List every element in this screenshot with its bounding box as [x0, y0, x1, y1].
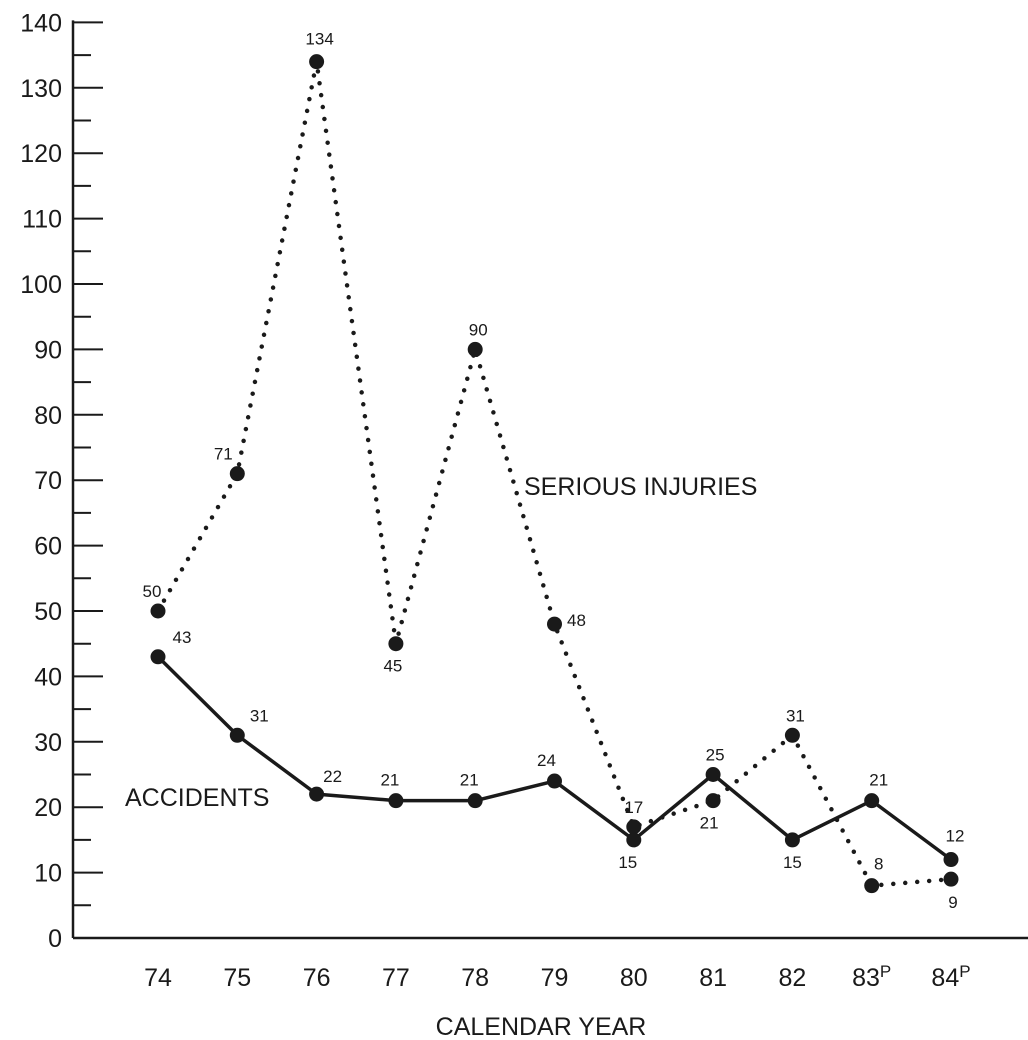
data-label-accidents: 43 [173, 628, 192, 647]
y-tick-label: 70 [34, 467, 62, 495]
y-axis-ticks: 0 10 20 30 40 50 60 70 80 90 100 110 120 130 140 [20, 9, 103, 953]
y-tick-label: 90 [34, 336, 62, 364]
data-label-accidents: 22 [323, 767, 342, 786]
data-label-accidents: 15 [618, 853, 637, 872]
y-tick-label: 120 [20, 140, 62, 168]
data-point-accidents [547, 773, 562, 789]
data-label-serious-injuries: 48 [567, 611, 586, 630]
data-label-serious-injuries: 50 [143, 582, 162, 601]
data-label-serious-injuries: 45 [383, 657, 402, 676]
data-point-accidents [309, 786, 325, 802]
data-label-serious-injuries: 8 [874, 855, 883, 874]
data-label-accidents: 15 [783, 853, 802, 872]
y-tick-label: 100 [20, 271, 62, 299]
series-points [150, 54, 959, 894]
series-label-serious-injuries: SERIOUS INJURIES [524, 473, 757, 501]
data-point-serious-injuries [388, 636, 404, 652]
x-tick-label: 76 [303, 964, 331, 992]
data-point-serious-injuries [864, 878, 880, 894]
data-point-accidents [784, 832, 800, 848]
data-label-serious-injuries: 9 [948, 893, 957, 912]
data-label-serious-injuries: 134 [305, 30, 333, 49]
x-axis-title: CALENDAR YEAR [436, 1013, 647, 1040]
x-tick-label: 83P [852, 962, 891, 992]
x-tick-label: 84P [931, 962, 970, 992]
data-label-accidents: 21 [460, 771, 479, 790]
y-tick-label: 20 [34, 794, 62, 822]
x-tick-superscript: P [959, 962, 970, 981]
x-tick-label: 82 [778, 964, 806, 992]
data-point-accidents [864, 793, 880, 809]
x-tick-label: 74 [144, 964, 172, 992]
data-point-serious-injuries [547, 616, 562, 632]
x-tick-label: 79 [541, 964, 569, 992]
data-label-serious-injuries: 90 [469, 320, 488, 339]
x-tick-superscript: P [880, 962, 891, 981]
y-tick-label: 110 [22, 206, 62, 234]
data-label-accidents: 21 [380, 771, 399, 790]
y-tick-label: 30 [34, 729, 62, 757]
data-label-serious-injuries: 71 [214, 445, 233, 464]
x-tick-label: 81 [699, 964, 727, 992]
data-label-serious-injuries: 31 [786, 706, 805, 725]
data-label-accidents: 25 [706, 746, 725, 765]
data-point-serious-injuries [150, 603, 166, 619]
data-point-accidents [229, 727, 245, 743]
data-label-accidents: 31 [250, 706, 269, 725]
data-point-accidents [705, 767, 721, 782]
data-point-accidents [388, 793, 404, 809]
data-point-accidents [467, 793, 483, 809]
x-tick-label: 78 [461, 964, 489, 992]
data-point-serious-injuries [705, 793, 721, 809]
data-labels: 50 71 134 45 90 48 17 21 31 8 9 43 31 22 21 21 24 15 25 15 2… [143, 30, 965, 913]
y-tick-label: 60 [34, 533, 62, 561]
y-tick-label: 40 [34, 663, 62, 691]
x-axis-ticks: 74 75 76 77 78 79 80 81 82 83P 84P [144, 962, 970, 992]
data-label-accidents: 21 [869, 771, 888, 790]
data-label-accidents: 24 [537, 751, 556, 770]
data-point-serious-injuries [309, 54, 325, 70]
x-tick-label: 75 [223, 964, 251, 992]
data-point-serious-injuries [467, 341, 483, 357]
data-point-accidents [943, 852, 959, 868]
x-tick-label: 80 [620, 964, 648, 992]
data-point-accidents [626, 832, 642, 848]
data-point-serious-injuries [229, 466, 245, 482]
y-tick-label: 50 [34, 598, 62, 626]
x-tick-label: 77 [382, 964, 410, 992]
series-label-accidents: ACCIDENTS [125, 784, 269, 812]
y-tick-label: 10 [34, 860, 62, 888]
data-point-serious-injuries [784, 727, 800, 743]
y-tick-label: 80 [34, 402, 62, 430]
data-label-serious-injuries: 17 [624, 798, 643, 817]
y-tick-label: 140 [20, 9, 62, 37]
data-point-serious-injuries [626, 819, 642, 835]
data-point-serious-injuries [943, 871, 959, 887]
y-tick-label: 130 [20, 75, 62, 103]
data-label-accidents: 12 [946, 827, 965, 846]
data-label-serious-injuries: 21 [700, 814, 719, 833]
y-tick-label: 0 [48, 925, 62, 953]
data-point-accidents [150, 649, 166, 665]
